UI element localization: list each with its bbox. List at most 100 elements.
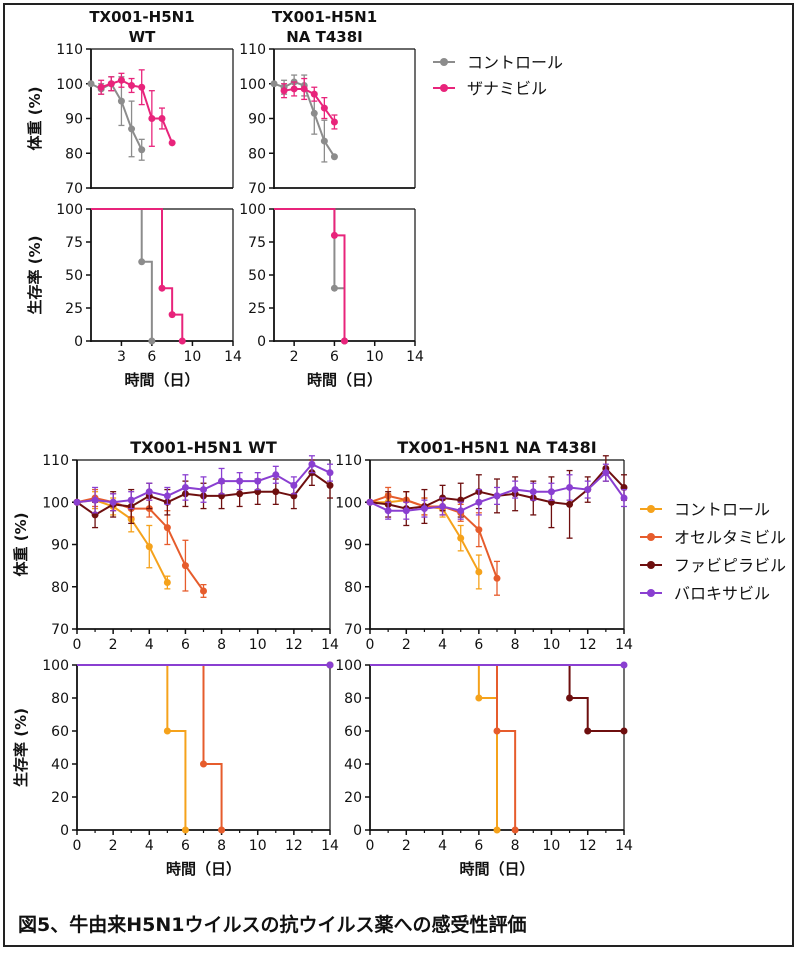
weight-point — [200, 587, 207, 595]
x-tick-label: 14 — [615, 637, 633, 653]
legend-label: ザナミビル — [467, 79, 547, 98]
x-tick-label: 8 — [511, 838, 520, 854]
weight-point — [107, 80, 115, 88]
y-tick-label: 100 — [335, 495, 362, 511]
weight-point — [439, 502, 447, 510]
weight-point — [254, 477, 262, 485]
x-tick-label: 4 — [145, 838, 154, 854]
survival-point — [218, 826, 226, 834]
survival-point — [341, 337, 348, 345]
weight-point — [402, 507, 410, 515]
weight-point — [290, 481, 298, 489]
x-tick-label: 14 — [224, 349, 242, 365]
x-tick-label: 10 — [543, 637, 561, 653]
series-コントロール — [370, 664, 501, 834]
y-tick-label: 80 — [248, 146, 266, 162]
y-tick-label: 70 — [248, 181, 266, 197]
weight-point — [493, 574, 501, 582]
y-tick-label: 80 — [51, 580, 69, 596]
y-tick-label: 20 — [344, 790, 362, 806]
x-tick-label: 6 — [147, 349, 156, 365]
survival-point — [566, 694, 574, 702]
weight-point — [330, 118, 338, 126]
weight-point — [163, 524, 171, 532]
y-tick-label: 90 — [344, 538, 362, 554]
legend-marker — [647, 589, 655, 597]
weight-point — [529, 488, 537, 496]
x-tick-label: 12 — [579, 838, 597, 854]
legend-marker — [647, 561, 655, 569]
y-tick-label: 90 — [65, 112, 83, 128]
weight-point — [270, 80, 278, 88]
x-tick-label: 6 — [181, 637, 190, 653]
weight-point — [117, 97, 125, 105]
survival-point — [181, 826, 189, 834]
series-バロキサビル — [73, 455, 334, 514]
x-tick-label: 12 — [285, 637, 303, 653]
x-tick-label: 2 — [402, 637, 411, 653]
x-axis-label: 時間（日） — [307, 371, 382, 389]
y-tick-label: 75 — [65, 235, 83, 251]
weight-point — [566, 500, 574, 508]
weight-point — [475, 568, 483, 576]
weight-point — [128, 125, 136, 133]
survival-point — [330, 284, 338, 292]
y-tick-label: 20 — [51, 790, 69, 806]
x-tick-label: 6 — [181, 838, 190, 854]
x-tick-label: 10 — [366, 349, 384, 365]
y-tick-label: 100 — [42, 658, 69, 674]
weight-point — [145, 488, 153, 496]
x-tick-label: 10 — [184, 349, 202, 365]
panel-botA_weight: 70 80 90 100 110 0 2 4 6 8 10 12 14 TX001-H5N1 WT 体重 (… — [12, 438, 339, 653]
x-tick-label: 10 — [543, 838, 561, 854]
weight-point — [310, 109, 318, 117]
weight-point — [308, 460, 316, 468]
y-tick-label: 70 — [65, 181, 83, 197]
x-tick-label: 0 — [73, 637, 82, 653]
series-オセルタミビル — [73, 488, 207, 598]
legend-marker — [440, 84, 448, 92]
panel-title: TX001-H5N1 — [89, 8, 194, 26]
panel-title: TX001-H5N1 — [272, 8, 377, 26]
x-axis-label: 時間（日） — [459, 860, 534, 878]
x-tick-label: 0 — [73, 838, 82, 854]
weight-line — [283, 87, 336, 123]
weight-point — [117, 76, 125, 84]
weight-point — [330, 153, 338, 161]
survival-point — [584, 727, 592, 735]
y-tick-label: 80 — [51, 691, 69, 707]
x-tick-label: 2 — [109, 637, 118, 653]
x-tick-label: 10 — [249, 838, 267, 854]
legend-label: オセルタミビル — [674, 528, 786, 547]
x-tick-label: 14 — [615, 838, 633, 854]
y-tick-label: 25 — [248, 301, 266, 317]
weight-point — [158, 115, 166, 122]
weight-point — [290, 85, 298, 93]
legend-marker — [647, 533, 655, 541]
y-tick-label: 60 — [344, 724, 362, 740]
x-tick-label: 14 — [321, 637, 339, 653]
y-axis-label: 体重 (%) — [26, 87, 44, 151]
panel-subtitle: NA T438I — [286, 28, 363, 46]
weight-point — [97, 83, 105, 91]
y-tick-label: 50 — [65, 268, 83, 284]
survival-point — [620, 727, 628, 735]
y-tick-label: 80 — [344, 691, 362, 707]
y-tick-label: 90 — [248, 112, 266, 128]
panel-topA_weight: 70 80 90 100 110 TX001-H5N1 WT 体重 (%) — [26, 8, 234, 197]
x-tick-label: 3 — [117, 349, 126, 365]
survival-point — [163, 727, 171, 735]
survival-line — [370, 664, 517, 830]
survival-point — [148, 337, 156, 345]
weight-point — [87, 80, 95, 88]
series-ザナミビル — [91, 208, 186, 345]
panel-botA_survival: 0 20 40 60 80 100 0 2 4 6 8 10 12 14 生存率 (%) 時間（日） — [12, 658, 339, 878]
survival-line — [77, 664, 187, 830]
y-tick-label: 80 — [344, 580, 362, 596]
series-ザナミビル — [280, 77, 338, 130]
x-tick-label: 6 — [330, 349, 339, 365]
weight-point — [91, 496, 99, 504]
y-axis-label: 生存率 (%) — [12, 708, 30, 787]
x-tick-label: 10 — [249, 637, 267, 653]
